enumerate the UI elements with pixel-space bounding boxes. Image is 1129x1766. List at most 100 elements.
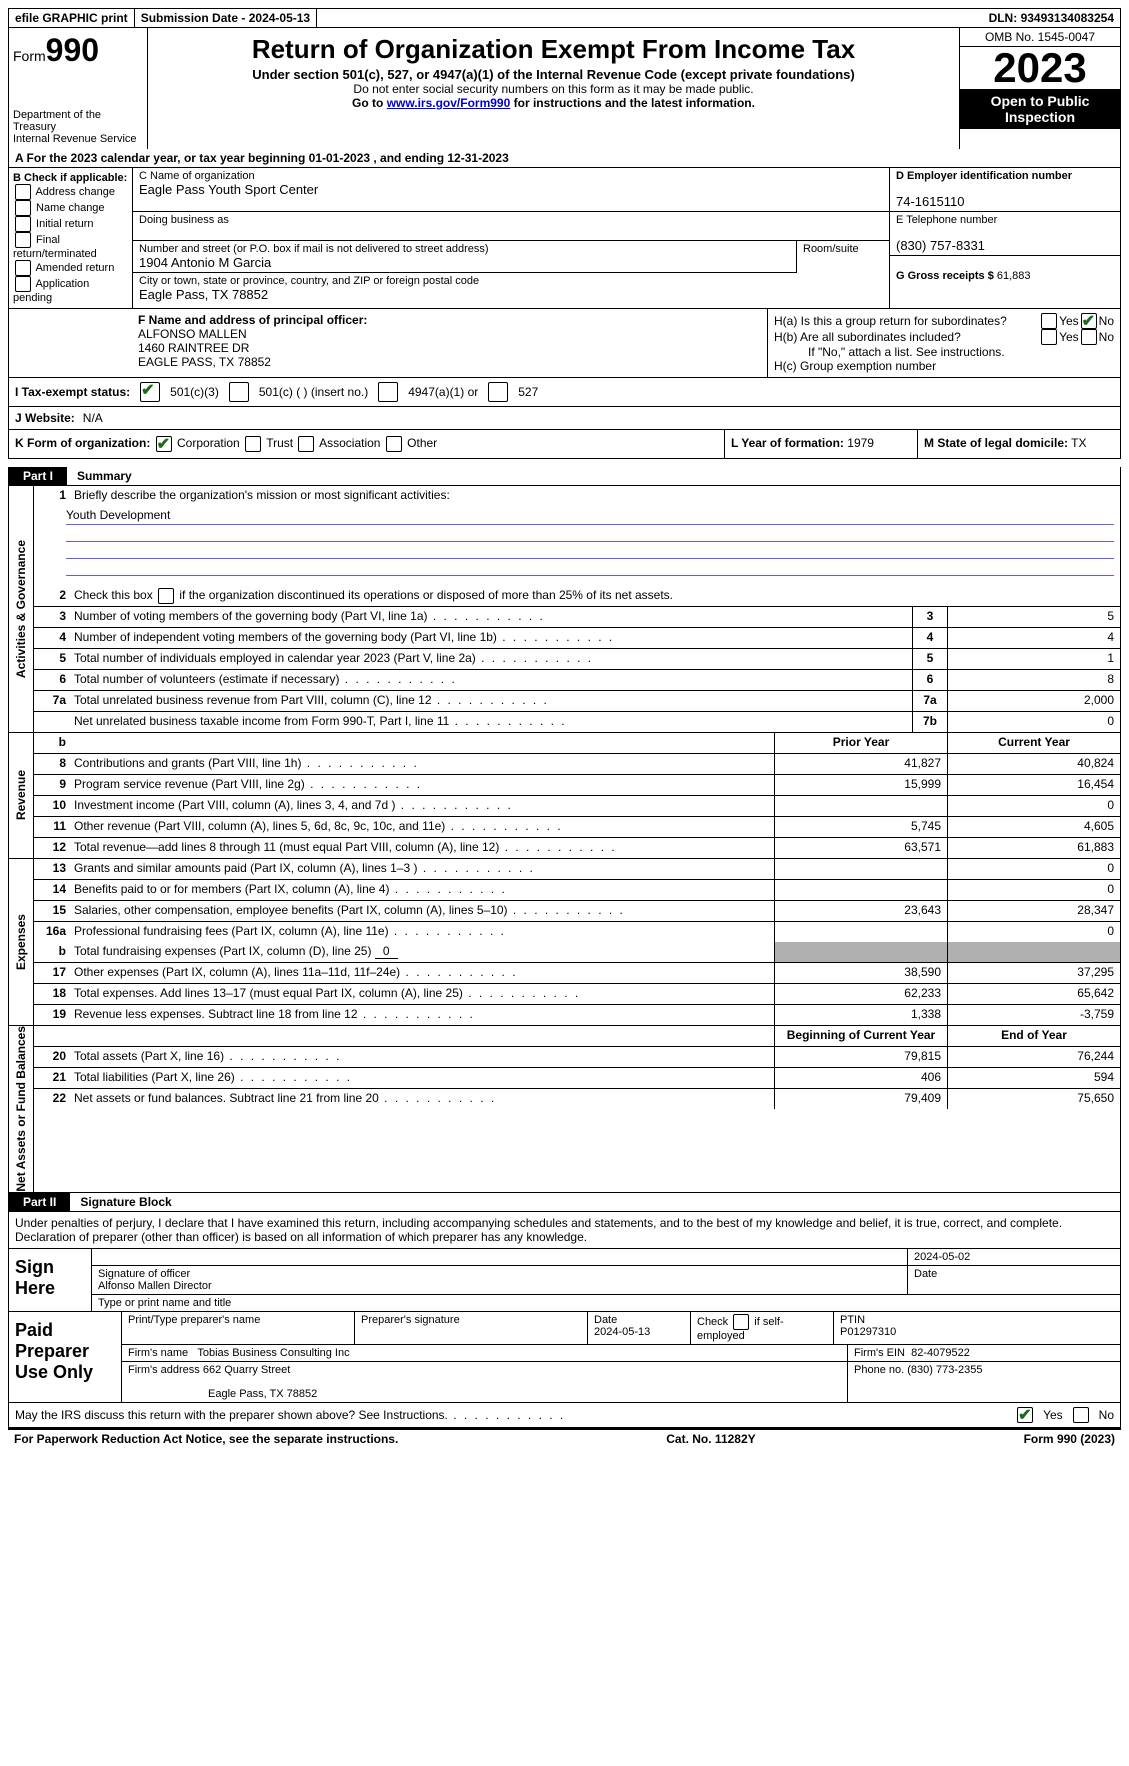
- trust-label: Trust: [266, 436, 293, 450]
- discuss-yes-checkbox[interactable]: [1017, 1407, 1033, 1423]
- line-ref: 7b: [912, 712, 947, 732]
- line-num: 5: [34, 649, 70, 669]
- netassets-section: Net Assets or Fund Balances Beginning of…: [8, 1026, 1121, 1193]
- end-year-hdr: End of Year: [947, 1026, 1120, 1046]
- assoc-checkbox[interactable]: [298, 436, 314, 452]
- table-row: 14 Benefits paid to or for members (Part…: [34, 880, 1120, 901]
- ha-no-checkbox[interactable]: [1081, 313, 1097, 329]
- table-row: 12 Total revenue—add lines 8 through 11 …: [34, 838, 1120, 858]
- line-num: 13: [34, 859, 70, 879]
- ha-yes-checkbox[interactable]: [1041, 313, 1057, 329]
- discuss-no: No: [1099, 1408, 1114, 1422]
- b-opt-checkbox[interactable]: [15, 260, 31, 276]
- b-opt-checkbox[interactable]: [15, 216, 31, 232]
- line-num: 22: [34, 1089, 70, 1109]
- other-checkbox[interactable]: [386, 436, 402, 452]
- b-option: Final return/terminated: [13, 232, 128, 260]
- b-opt-checkbox[interactable]: [15, 184, 31, 200]
- date-label: Date: [908, 1266, 1120, 1294]
- discuss-label: May the IRS discuss this return with the…: [15, 1408, 565, 1422]
- curr-val: 594: [947, 1068, 1120, 1088]
- line-desc: Professional fundraising fees (Part IX, …: [70, 922, 774, 942]
- line2-checkbox[interactable]: [158, 588, 174, 604]
- submission-date: Submission Date - 2024-05-13: [135, 9, 317, 27]
- sign-here-label: Sign Here: [9, 1249, 92, 1311]
- b-option: Application pending: [13, 276, 128, 304]
- line-num: 15: [34, 901, 70, 921]
- page-footer: For Paperwork Reduction Act Notice, see …: [8, 1428, 1121, 1448]
- b-option: Initial return: [13, 216, 128, 232]
- prep-date: 2024-05-13: [594, 1326, 650, 1338]
- self-emp-checkbox[interactable]: [733, 1314, 749, 1330]
- line-desc: Program service revenue (Part VIII, line…: [70, 775, 774, 795]
- b-label: B Check if applicable:: [13, 172, 128, 184]
- b-opt-checkbox[interactable]: [15, 276, 31, 292]
- irs-link[interactable]: www.irs.gov/Form990: [387, 96, 511, 110]
- discuss-no-checkbox[interactable]: [1073, 1407, 1089, 1423]
- hb-yes-checkbox[interactable]: [1041, 329, 1057, 345]
- sign-here-block: Sign Here 2024-05-02 Signature of office…: [8, 1249, 1121, 1312]
- table-row: 13 Grants and similar amounts paid (Part…: [34, 859, 1120, 880]
- line-j: J Website: N/A: [8, 407, 1121, 430]
- line-desc: Net assets or fund balances. Subtract li…: [70, 1089, 774, 1109]
- officer-addr1: 1460 RAINTREE DR: [138, 341, 249, 355]
- street: 1904 Antonio M Garcia: [139, 255, 271, 270]
- mission-text: Youth Development: [66, 508, 1114, 525]
- line-desc: Other revenue (Part VIII, column (A), li…: [70, 817, 774, 837]
- sig-date1: 2024-05-02: [908, 1249, 1120, 1265]
- self-emp-cell: Check if self-employed: [691, 1312, 834, 1344]
- 501c-checkbox[interactable]: [229, 382, 249, 402]
- hb-note: If "No," attach a list. See instructions…: [774, 345, 1114, 359]
- firm-addr2: Eagle Pass, TX 78852: [128, 1388, 317, 1400]
- line-num: 20: [34, 1047, 70, 1067]
- table-row: 20 Total assets (Part X, line 16) 79,815…: [34, 1047, 1120, 1068]
- dept-label: Department of the Treasury Internal Reve…: [13, 109, 143, 145]
- curr-val: 75,650: [947, 1089, 1120, 1109]
- prior-year-hdr: Prior Year: [774, 733, 947, 753]
- officer-addr2: EAGLE PASS, TX 78852: [138, 355, 271, 369]
- form-subtitle: Under section 501(c), 527, or 4947(a)(1)…: [152, 67, 955, 82]
- line-desc: Net unrelated business taxable income fr…: [70, 712, 912, 732]
- discuss-yes: Yes: [1043, 1408, 1063, 1422]
- line-m: M State of legal domicile: TX: [918, 430, 1120, 458]
- table-row: 8 Contributions and grants (Part VIII, l…: [34, 754, 1120, 775]
- table-row: 10 Investment income (Part VIII, column …: [34, 796, 1120, 817]
- line-val: 8: [947, 670, 1120, 690]
- ha-label: H(a) Is this a group return for subordin…: [774, 314, 1039, 328]
- domicile: TX: [1071, 436, 1086, 450]
- top-bar: efile GRAPHIC print Submission Date - 20…: [8, 8, 1121, 28]
- hb-no-checkbox[interactable]: [1081, 329, 1097, 345]
- i-label: I Tax-exempt status:: [15, 385, 130, 399]
- trust-checkbox[interactable]: [245, 436, 261, 452]
- line-num: 11: [34, 817, 70, 837]
- b-opt-checkbox[interactable]: [15, 232, 31, 248]
- line-num: 21: [34, 1068, 70, 1088]
- firm-phone: (830) 773-2355: [907, 1364, 982, 1376]
- prior-val: 1,338: [774, 1005, 947, 1025]
- 4947-checkbox[interactable]: [378, 382, 398, 402]
- l-label: L Year of formation:: [731, 436, 844, 450]
- line-ref: 7a: [912, 691, 947, 711]
- curr-val: -3,759: [947, 1005, 1120, 1025]
- form-number: Form990: [13, 32, 143, 69]
- line16b-val: 0: [375, 944, 398, 959]
- line-i: I Tax-exempt status: 501(c)(3) 501(c) ( …: [8, 378, 1121, 407]
- 527-checkbox[interactable]: [488, 382, 508, 402]
- revenue-section: Revenue b Prior Year Current Year 8 Cont…: [8, 733, 1121, 859]
- col-d: D Employer identification number74-16151…: [889, 168, 1120, 308]
- exp-vlabel: Expenses: [9, 859, 34, 1025]
- corp-checkbox[interactable]: [156, 436, 172, 452]
- curr-val: 76,244: [947, 1047, 1120, 1067]
- table-row: 15 Salaries, other compensation, employe…: [34, 901, 1120, 922]
- line-num: [34, 712, 70, 732]
- k-label: K Form of organization:: [15, 436, 150, 450]
- table-row: 19 Revenue less expenses. Subtract line …: [34, 1005, 1120, 1025]
- b-opt-checkbox[interactable]: [15, 200, 31, 216]
- curr-val: 65,642: [947, 984, 1120, 1004]
- 501c3-checkbox[interactable]: [140, 382, 160, 402]
- prior-val: [774, 922, 947, 942]
- firm-addr1: 662 Quarry Street: [203, 1364, 290, 1376]
- ptin-label: PTIN: [840, 1314, 865, 1326]
- firm-name-label: Firm's name: [128, 1347, 188, 1359]
- table-row: 9 Program service revenue (Part VIII, li…: [34, 775, 1120, 796]
